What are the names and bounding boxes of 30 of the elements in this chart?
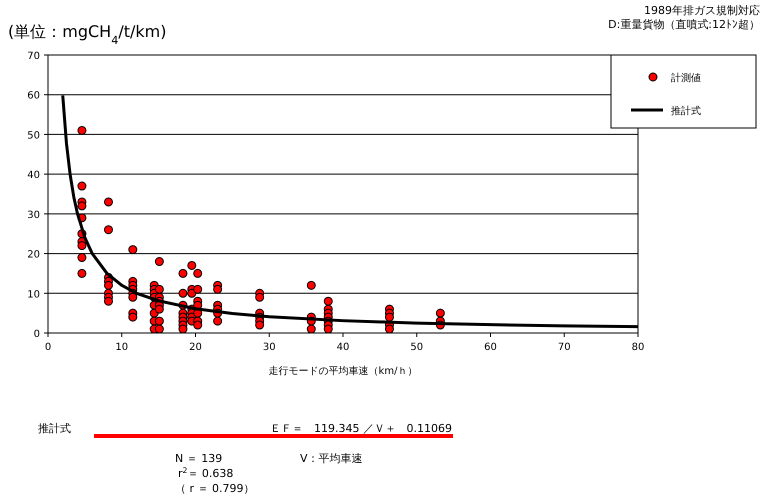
- legend-label: 計測値: [671, 72, 701, 84]
- y-tick-label: 70: [27, 51, 40, 62]
- text: ＥＦ＝ 119.345 ／Ｖ＋: [270, 422, 396, 435]
- y-tick-label: 10: [27, 289, 40, 300]
- text: r$^{2}$＝ 0.638: [178, 466, 234, 480]
- text: N ＝ 139: [175, 452, 222, 465]
- y-axis-title: (単位：mgCH$_{4}$/t/km): [8, 22, 166, 46]
- x-tick-label: 30: [262, 342, 276, 353]
- x-tick-label: 70: [558, 342, 571, 353]
- text: V：平均車速: [300, 452, 363, 465]
- y-tick-label: 30: [27, 210, 40, 221]
- x-tick-label: 50: [410, 342, 424, 353]
- legend-label: 推計式: [671, 105, 701, 117]
- x-tick-label: 0: [44, 342, 52, 353]
- text: D:重量貨物（直噴式:12ﾄﾝ超）: [608, 18, 760, 31]
- x-axis-title: 走行モードの平均車速（km/ｈ）: [268, 365, 418, 377]
- y-tick-label: 40: [27, 170, 40, 182]
- text: 推計式: [38, 422, 71, 435]
- text: 0.11069: [406, 422, 452, 435]
- x-tick-label: 20: [189, 342, 202, 353]
- text: （ r ＝ 0.799）: [175, 482, 255, 495]
- y-tick-label: 50: [27, 130, 40, 142]
- y-tick-label: 0: [34, 329, 40, 340]
- x-tick-label: 60: [484, 342, 497, 353]
- x-tick-label: 10: [115, 342, 128, 353]
- x-tick-label: 40: [336, 342, 350, 353]
- y-tick-label: 60: [27, 90, 40, 102]
- text: 1989年排ガス規制対応: [644, 4, 760, 17]
- y-tick-label: 20: [27, 250, 40, 261]
- x-tick-label: 80: [632, 342, 644, 353]
